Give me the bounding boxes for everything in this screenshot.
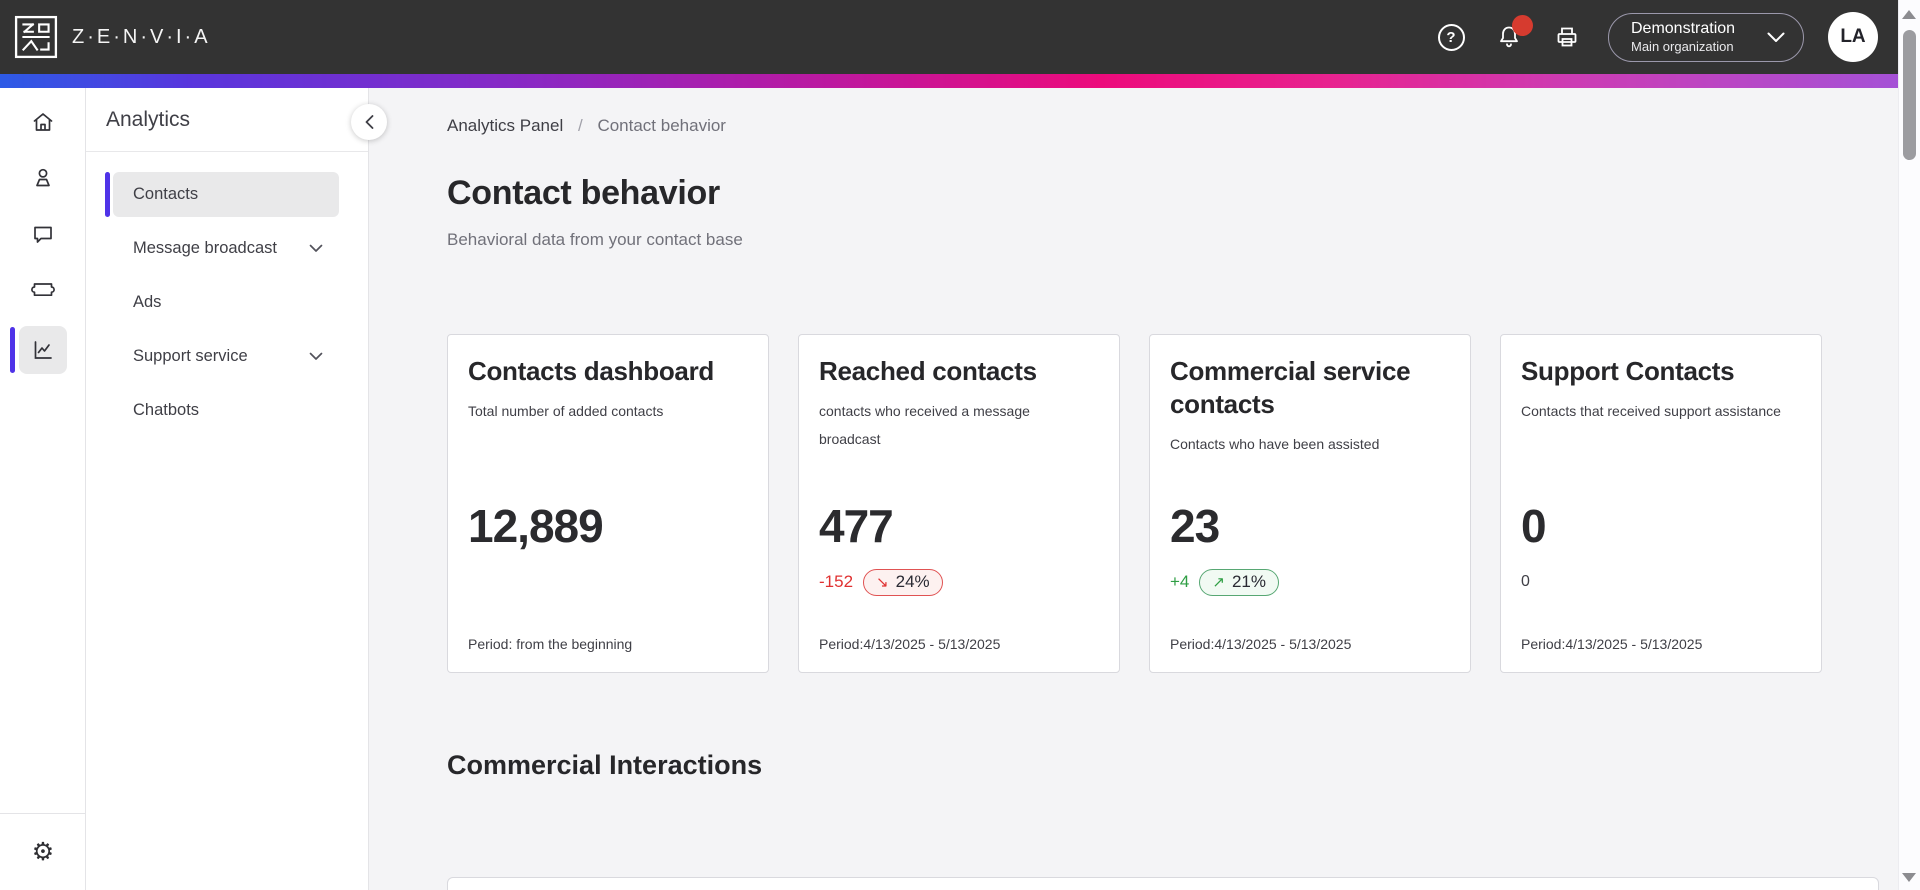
scrollbar-thumb[interactable] <box>1903 30 1916 160</box>
section-title-commercial-interactions: Commercial Interactions <box>447 750 763 780</box>
brand[interactable]: Z·E·N·V·I·A <box>14 0 211 74</box>
notifications-button[interactable] <box>1492 15 1533 54</box>
card-description: Contacts that received support assistanc… <box>1521 403 1781 419</box>
trend-percent: 24% <box>895 571 930 591</box>
icon-rail: ⚙ <box>0 88 86 890</box>
card-value: 477 <box>819 500 894 552</box>
card-support-contacts: Support Contacts Contacts that received … <box>1500 334 1822 673</box>
sidebar-item-label: Message broadcast <box>133 239 277 257</box>
card-title: Contacts dashboard <box>468 356 714 386</box>
card-description: Contacts who have been assisted <box>1170 436 1380 452</box>
rail-item-analytics[interactable] <box>19 326 67 374</box>
sidebar-item-ads[interactable]: Ads <box>113 280 339 325</box>
organization-name: Demonstration <box>1631 19 1736 37</box>
organization-description: Main organization <box>1631 38 1734 54</box>
top-bar: Z·E·N·V·I·A ? <box>0 0 1898 74</box>
card-value: 0 <box>1521 500 1547 552</box>
delta-value: -152 <box>819 572 854 591</box>
sidebar-item-label: Chatbots <box>133 401 200 419</box>
card-period: Period:4/13/2025 - 5/13/2025 <box>819 636 1001 652</box>
commercial-interactions-card <box>447 877 1879 890</box>
sidebar-collapse-button[interactable] <box>351 104 387 140</box>
delta-value: +4 <box>1170 572 1190 591</box>
card-value: 23 <box>1170 500 1220 552</box>
chevron-left-icon <box>365 115 373 129</box>
notification-badge <box>1512 15 1533 36</box>
print-button[interactable] <box>1550 20 1584 54</box>
chevron-down-icon <box>1767 32 1785 42</box>
trend-badge: ↘ 24% <box>863 568 943 596</box>
breadcrumb-current: Contact behavior <box>597 116 726 135</box>
scrollbar-up-arrow[interactable] <box>1902 10 1916 19</box>
page-subtitle: Behavioral data from your contact base <box>447 230 743 249</box>
sidebar-item-label: Contacts <box>133 185 199 203</box>
brand-gradient-bar <box>0 74 1898 88</box>
chat-bubble-icon <box>34 226 52 243</box>
page-scrollbar[interactable] <box>1898 0 1920 890</box>
header-actions: ? Demonstration Main organiza <box>1434 0 1878 74</box>
trend-down-arrow-icon: ↘ <box>876 573 889 591</box>
scrollbar-down-arrow[interactable] <box>1902 873 1916 882</box>
rail-item-settings[interactable]: ⚙ <box>19 828 67 876</box>
card-description: Total number of added contacts <box>468 403 664 419</box>
card-period: Period: from the beginning <box>468 636 633 652</box>
card-description: contacts who received a message broadcas… <box>819 403 1030 447</box>
active-item-indicator <box>105 172 110 217</box>
card-period: Period:4/13/2025 - 5/13/2025 <box>1170 636 1352 652</box>
sidebar-item-label: Support service <box>133 347 248 365</box>
rail-item-tickets[interactable] <box>19 265 67 313</box>
card-title: Reached contacts <box>819 356 1037 386</box>
breadcrumb-analytics-panel[interactable]: Analytics Panel <box>447 116 564 135</box>
organization-switcher[interactable]: Demonstration Main organization <box>1608 12 1804 62</box>
card-trend-row: -152 ↘ 24% <box>819 567 943 597</box>
home-icon <box>33 113 53 131</box>
person-icon <box>36 168 50 187</box>
kpi-cards-row: Contacts dashboard Total number of added… <box>447 334 1822 673</box>
card-title: Support Contacts <box>1521 356 1735 386</box>
card-value: 12,889 <box>468 500 604 552</box>
rail-item-conversations[interactable] <box>19 211 67 259</box>
gear-icon: ⚙ <box>31 837 55 866</box>
rail-item-home[interactable] <box>19 98 67 146</box>
card-trend-row: 0 <box>1521 567 1530 597</box>
page-title: Contact behavior <box>447 174 720 212</box>
rail-divider <box>0 813 85 814</box>
trend-badge: ↗ 21% <box>1199 568 1279 596</box>
ticket-icon <box>31 283 55 297</box>
card-title: Commercial service contacts <box>1170 356 1411 419</box>
line-chart-icon <box>34 341 52 359</box>
analytics-sidebar: Analytics Contacts Message broadcast Ads… <box>86 88 369 890</box>
sidebar-menu: Contacts Message broadcast Ads Support s… <box>86 172 368 442</box>
brand-wordmark: Z·E·N·V·I·A <box>72 25 211 48</box>
breadcrumb: Analytics Panel / Contact behavior <box>447 116 726 136</box>
help-button[interactable]: ? <box>1434 20 1468 54</box>
card-trend-row: +4 ↗ 21% <box>1170 567 1279 597</box>
sidebar-item-label: Ads <box>133 293 162 311</box>
delta-value: 0 <box>1521 573 1530 590</box>
chevron-down-icon <box>309 352 323 360</box>
trend-percent: 21% <box>1231 571 1266 591</box>
user-avatar[interactable]: LA <box>1828 12 1878 62</box>
sidebar-item-contacts[interactable]: Contacts <box>105 172 339 217</box>
sidebar-divider <box>86 151 368 152</box>
trend-up-arrow-icon: ↗ <box>1212 573 1225 591</box>
sidebar-title: Analytics <box>106 108 191 131</box>
card-reached-contacts: Reached contacts contacts who received a… <box>798 334 1120 673</box>
chevron-down-icon <box>309 244 323 252</box>
rail-active-indicator <box>10 327 15 373</box>
card-commercial-service-contacts: Commercial service contacts Contacts who… <box>1149 334 1471 673</box>
sidebar-item-message-broadcast[interactable]: Message broadcast <box>113 226 339 271</box>
help-icon: ? <box>1437 23 1465 51</box>
zenvia-logo-icon <box>14 15 58 59</box>
rail-item-contacts[interactable] <box>19 154 67 202</box>
sidebar-item-support-service[interactable]: Support service <box>113 334 339 379</box>
main-content: Analytics Panel / Contact behavior Conta… <box>370 88 1898 890</box>
card-period: Period:4/13/2025 - 5/13/2025 <box>1521 636 1703 652</box>
card-contacts-dashboard: Contacts dashboard Total number of added… <box>447 334 769 673</box>
sidebar-item-chatbots[interactable]: Chatbots <box>113 388 339 433</box>
printer-icon <box>1557 27 1577 47</box>
breadcrumb-separator: / <box>577 116 583 135</box>
